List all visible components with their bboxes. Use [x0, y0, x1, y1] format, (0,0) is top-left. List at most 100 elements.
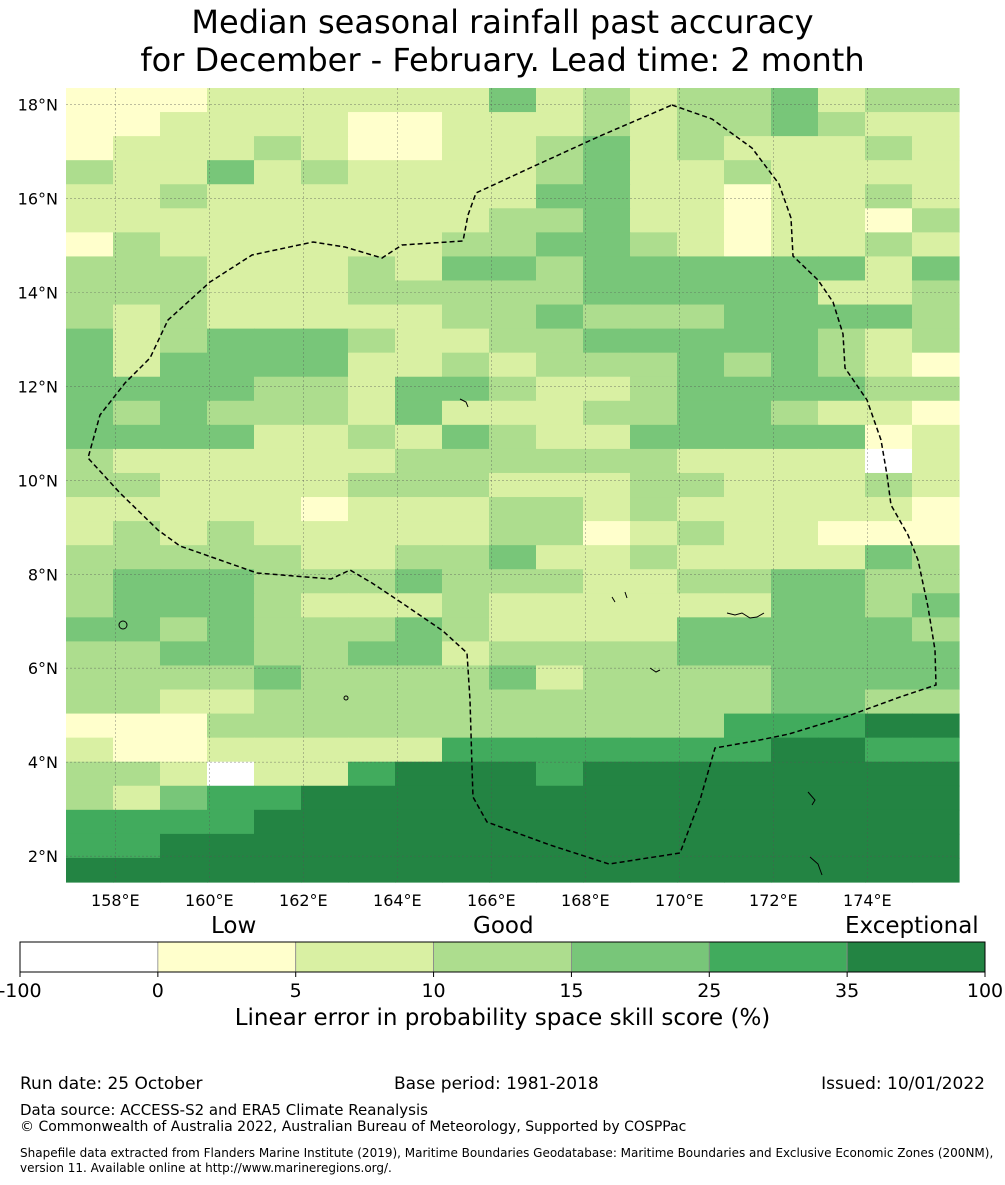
- grid-cell: [254, 352, 302, 378]
- grid-cell: [301, 641, 349, 667]
- grid-cell: [254, 424, 302, 450]
- grid-cell: [630, 160, 678, 185]
- grid-cell: [348, 208, 396, 233]
- grid-cell: [771, 785, 819, 811]
- grid-cell: [113, 809, 161, 835]
- grid-cell: [395, 617, 443, 642]
- grid-cell: [489, 809, 537, 835]
- grid-cell: [442, 497, 490, 522]
- grid-cell: [395, 184, 443, 209]
- grid-cell: [442, 304, 490, 330]
- grid-cell: [865, 833, 913, 859]
- grid-cell: [630, 280, 678, 306]
- grid-cell: [160, 545, 208, 570]
- grid-cell: [254, 665, 302, 691]
- grid-cell: [818, 545, 866, 570]
- grid-cell: [583, 569, 631, 594]
- colorbar-category-good: Good: [473, 913, 534, 939]
- grid-cell: [207, 617, 255, 642]
- grid-cell: [912, 809, 960, 835]
- grid-cell: [66, 424, 114, 450]
- grid-cell: [113, 713, 161, 739]
- grid-cell: [489, 689, 537, 715]
- colorbar-tick-label: 0: [152, 980, 164, 1002]
- grid-cell: [160, 617, 208, 642]
- grid-cell: [912, 689, 960, 715]
- grid-cell: [66, 521, 114, 546]
- grid-cell: [489, 665, 537, 691]
- grid-cell: [677, 857, 725, 883]
- grid-cell: [254, 857, 302, 883]
- grid-cell: [865, 713, 913, 739]
- grid-cell: [583, 641, 631, 667]
- grid-cell: [254, 184, 302, 209]
- grid-cell: [818, 448, 866, 474]
- grid-cell: [489, 88, 537, 113]
- latitude-tick-label: 10°N: [18, 471, 58, 490]
- grid-cell: [160, 857, 208, 883]
- grid-cell: [113, 184, 161, 209]
- grid-cell: [160, 641, 208, 667]
- grid-cell: [254, 232, 302, 258]
- grid-cell: [254, 521, 302, 546]
- grid-cell: [113, 88, 161, 113]
- grid-cell: [724, 857, 772, 883]
- grid-cell: [865, 617, 913, 642]
- grid-cell: [724, 88, 772, 113]
- grid-cell: [912, 400, 960, 426]
- grid-cell: [865, 400, 913, 426]
- grid-cell: [536, 256, 584, 282]
- colorbar-segment: [846, 941, 986, 973]
- grid-cell: [724, 617, 772, 642]
- grid-cell: [442, 665, 490, 691]
- grid-cell: [677, 737, 725, 763]
- grid-cell: [583, 545, 631, 570]
- grid-cell: [207, 112, 255, 137]
- grid-cell: [771, 256, 819, 282]
- grid-cell: [865, 376, 913, 402]
- grid-cell: [395, 424, 443, 450]
- grid-cell: [677, 136, 725, 161]
- grid-cell: [348, 328, 396, 354]
- grid-cell: [865, 761, 913, 787]
- grid-cell: [442, 833, 490, 859]
- grid-cell: [677, 232, 725, 258]
- grid-cell: [254, 833, 302, 859]
- grid-cell: [677, 88, 725, 113]
- grid-cell: [912, 184, 960, 209]
- grid-cell: [536, 545, 584, 570]
- grid-cell: [912, 761, 960, 787]
- grid-cell: [865, 184, 913, 209]
- grid-cell: [348, 472, 396, 498]
- grid-cell: [254, 472, 302, 498]
- grid-cell: [536, 136, 584, 161]
- grid-cell: [66, 689, 114, 715]
- grid-cell: [113, 761, 161, 787]
- grid-cell: [583, 424, 631, 450]
- grid-cell: [442, 352, 490, 378]
- grid-cell: [771, 689, 819, 715]
- latitude-tick-label: 6°N: [28, 659, 58, 678]
- grid-cell: [348, 400, 396, 426]
- grid-cell: [113, 280, 161, 306]
- grid-cell: [630, 184, 678, 209]
- grid-cell: [536, 448, 584, 474]
- grid-cell: [113, 665, 161, 691]
- grid-cell: [207, 280, 255, 306]
- grid-cell: [207, 304, 255, 330]
- run-date: Run date: 25 October: [20, 1074, 203, 1094]
- colorbar: [19, 941, 986, 973]
- grid-cell: [771, 521, 819, 546]
- grid-cell: [818, 232, 866, 258]
- grid-cell: [160, 136, 208, 161]
- grid-cell: [912, 593, 960, 618]
- grid-cell: [724, 232, 772, 258]
- grid-cell: [395, 112, 443, 137]
- grid-cell: [818, 689, 866, 715]
- grid-cell: [160, 88, 208, 113]
- grid-cell: [630, 617, 678, 642]
- grid-cell: [66, 232, 114, 258]
- colorbar-tick-label: 5: [290, 980, 302, 1002]
- grid-cell: [113, 304, 161, 330]
- grid-cell: [865, 497, 913, 522]
